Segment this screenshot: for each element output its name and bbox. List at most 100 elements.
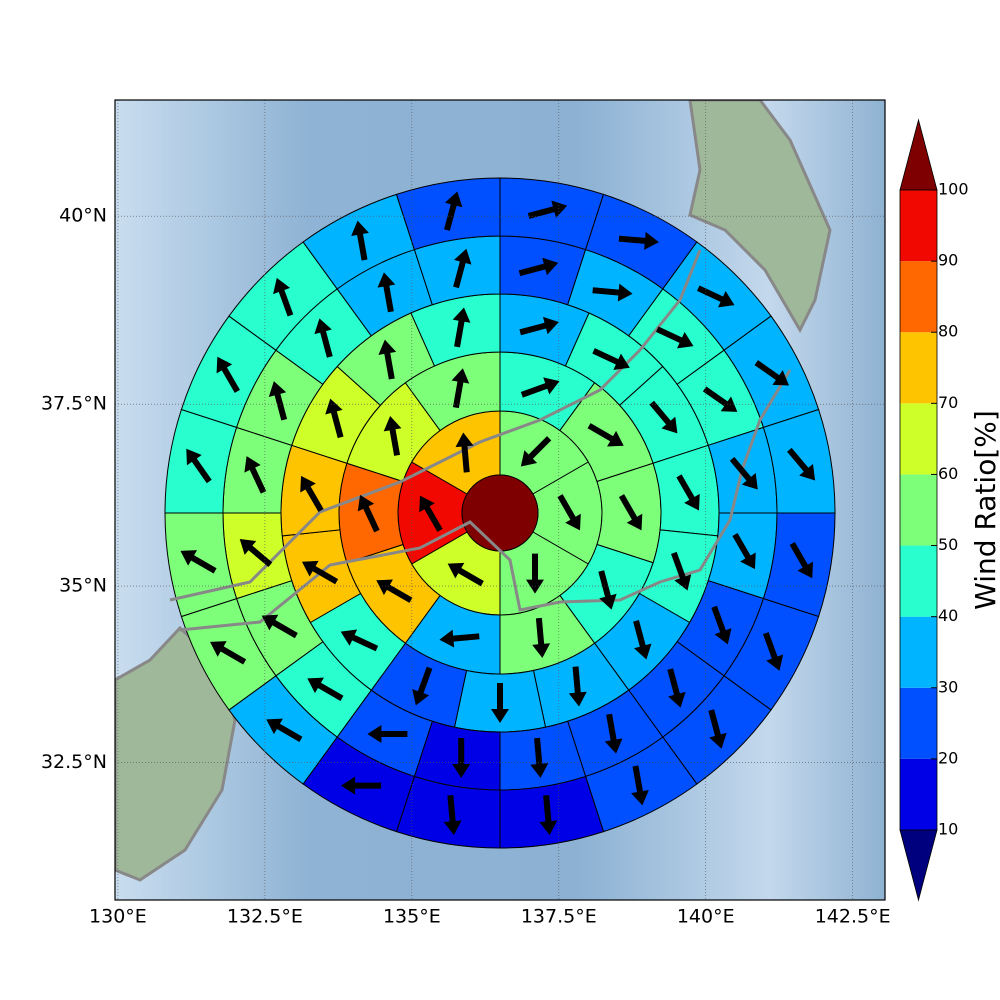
wind-arrow: [655, 326, 694, 349]
wind-arrow: [527, 200, 568, 219]
wind-arrow: [378, 339, 397, 380]
wind-arrow: [443, 795, 462, 836]
wind-arrow: [444, 191, 463, 231]
y-tick-label: 32.5°N: [41, 751, 107, 773]
colorbar-bin: [900, 687, 937, 759]
colorbar-tick-label: 70: [938, 393, 958, 412]
wind-arrow: [300, 475, 324, 512]
wind-arrow: [592, 283, 633, 302]
wind-arrow: [520, 436, 552, 467]
x-tick-label: 137.5°E: [521, 906, 597, 928]
x-tick-label: 140°E: [677, 906, 735, 928]
wind-arrow: [557, 494, 581, 531]
wind-arrow: [762, 632, 784, 671]
wind-arrow: [711, 605, 732, 645]
colorbar-bin: [900, 261, 937, 333]
colorbar-frame: [899, 189, 938, 831]
wind-arrow: [314, 318, 333, 358]
wind-arrow: [519, 316, 559, 336]
wind-arrow: [526, 553, 544, 594]
colorbar-extend-low: [899, 829, 938, 902]
wind-arrow: [244, 456, 267, 494]
wind-arrow: [587, 423, 624, 447]
y-tick-label: 35°N: [59, 575, 107, 597]
wind-arrow: [618, 231, 659, 250]
colorbar: 10 20 30 40 50 60 70 80 90 100: [899, 118, 969, 902]
colorbar-tick-label: 20: [938, 748, 958, 767]
wind-arrow: [732, 532, 756, 570]
wind-arrow: [530, 737, 549, 778]
y-tick-label: 40°N: [59, 205, 107, 227]
sector-layer: [164, 177, 836, 849]
wind-arrow: [447, 562, 484, 587]
wind-arrow: [649, 400, 678, 434]
colorbar-tick-label: 100: [938, 180, 969, 199]
wind-arrow: [729, 456, 758, 490]
x-tick-label: 135°E: [383, 906, 441, 928]
wind-arrow: [532, 617, 551, 658]
wind-arrow: [518, 257, 559, 277]
colorbar-tick-label: 30: [938, 677, 958, 696]
wind-arrow: [539, 795, 558, 836]
wind-arrow: [357, 494, 380, 533]
colorbar-bin: [900, 403, 937, 475]
wind-arrow: [376, 579, 413, 603]
wind-arrow: [307, 677, 344, 701]
colorbar-tick-label: 40: [938, 606, 958, 625]
wind-arrow: [592, 348, 630, 370]
wind-arrow: [261, 614, 298, 639]
wind-arrow: [702, 386, 738, 412]
wind-arrow: [520, 377, 560, 398]
wind-arrow: [604, 713, 623, 754]
colorbar-tick-label: 10: [938, 820, 958, 839]
wind-arrow: [377, 272, 396, 313]
wind-arrow: [367, 724, 408, 743]
land-kyushu: [115, 625, 237, 882]
x-tick-label: 132.5°E: [227, 906, 303, 928]
wind-arrow: [301, 560, 339, 585]
wind-arrow: [325, 398, 344, 439]
wind-arrow: [633, 620, 652, 660]
wind-arrow: [451, 368, 470, 409]
x-tick-label: 130°E: [89, 906, 147, 928]
coastline-south: [179, 369, 792, 632]
y-tick-label: 37.5°N: [41, 393, 107, 415]
wind-arrow: [383, 416, 402, 456]
wind-arrow: [216, 356, 240, 393]
wind-arrow: [268, 381, 288, 421]
colorbar-tick-label: 90: [938, 251, 958, 270]
wind-arrow: [789, 542, 814, 579]
colorbar-tick-label: 80: [938, 322, 958, 341]
wind-arrow: [273, 277, 294, 317]
arrow-layer: [180, 191, 816, 836]
wind-arrow: [266, 718, 303, 742]
wind-arrow: [696, 285, 735, 308]
colorbar-bin: [900, 332, 937, 404]
wind-arrow: [676, 474, 700, 511]
wind-arrow: [452, 307, 471, 348]
land-tohoku: [688, 100, 832, 334]
wind-arrow: [351, 220, 369, 261]
wind-arrow: [419, 495, 443, 532]
center-disk: [461, 474, 539, 552]
x-tick-label: 142.5°E: [815, 906, 891, 928]
wind-arrow: [568, 666, 587, 707]
wind-arrow: [598, 570, 617, 610]
wind-arrow: [671, 551, 692, 591]
wind-arrow: [210, 641, 247, 665]
coastline-layer: [169, 249, 792, 632]
wind-arrow: [412, 666, 433, 706]
wind-arrow: [239, 538, 273, 567]
colorbar-extend-high: [899, 118, 938, 191]
colorbar-bin: [900, 190, 937, 262]
wind-arrow: [787, 447, 816, 481]
wind-arrow: [186, 448, 212, 484]
wind-arrow: [439, 629, 480, 648]
wind-arrow: [455, 432, 474, 473]
colorbar-tick-label: 60: [938, 464, 958, 483]
wind-arrow: [491, 683, 509, 723]
wind-arrow: [754, 360, 790, 386]
wind-arrow: [667, 668, 686, 708]
colorbar-bin: [900, 474, 937, 546]
